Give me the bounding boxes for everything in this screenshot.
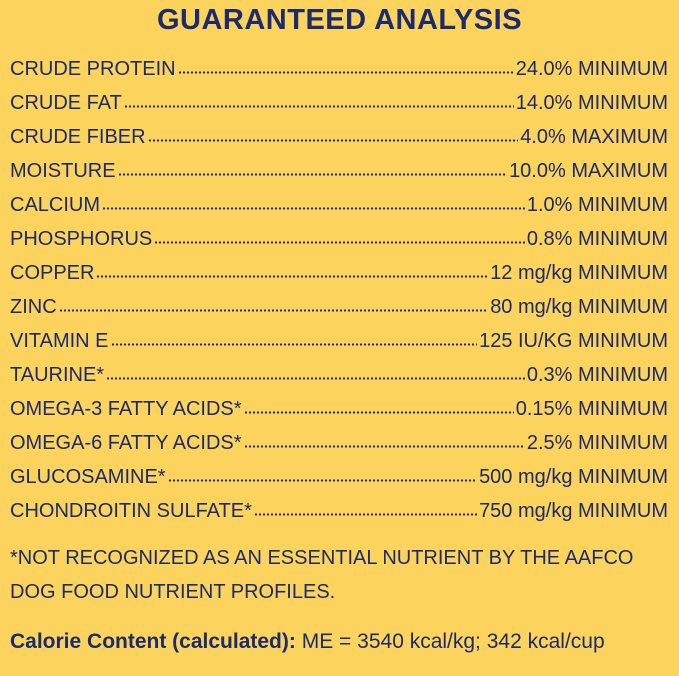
dot-leader	[243, 411, 514, 414]
nutrient-name: TAURINE*	[10, 364, 105, 386]
analysis-row: CALCIUM 1.0% MINIMUM	[10, 194, 668, 228]
nutrient-name: VITAMIN E	[10, 330, 109, 352]
nutrient-name: GLUCOSAMINE*	[10, 466, 166, 488]
nutrient-name: CALCIUM	[10, 194, 101, 216]
analysis-row: GLUCOSAMINE* 500 mg/kg MINIMUM	[10, 466, 668, 500]
nutrient-name: MOISTURE	[10, 160, 116, 182]
nutrient-value: 12 mg/kg MINIMUM	[490, 262, 668, 284]
dot-leader	[96, 275, 489, 278]
analysis-row: OMEGA-3 FATTY ACIDS* 0.15% MINIMUM	[10, 398, 668, 432]
dot-leader	[106, 377, 525, 380]
analysis-row: ZINC 80 mg/kg MINIMUM	[10, 296, 668, 330]
nutrient-name: CRUDE FAT	[10, 92, 122, 114]
dot-leader	[117, 173, 508, 176]
dot-leader	[177, 71, 514, 74]
nutrient-name: ZINC	[10, 296, 57, 318]
nutrient-value: 0.3% MINIMUM	[526, 364, 668, 386]
dot-leader	[147, 139, 519, 142]
nutrient-value: 14.0% MINIMUM	[515, 92, 668, 114]
analysis-row: TAURINE* 0.3% MINIMUM	[10, 364, 668, 398]
nutrient-value: 4.0% MAXIMUM	[520, 126, 668, 148]
nutrient-name: CRUDE PROTEIN	[10, 58, 176, 80]
nutrient-name: PHOSPHORUS	[10, 228, 153, 250]
analysis-row: CRUDE PROTEIN 24.0% MINIMUM	[10, 58, 668, 92]
nutrient-value: 10.0% MAXIMUM	[509, 160, 668, 182]
title: GUARANTEED ANALYSIS	[156, 4, 523, 36]
nutrient-value: 24.0% MINIMUM	[515, 58, 668, 80]
analysis-row: CHONDROITIN SULFATE* 750 mg/kg MINIMUM	[10, 500, 668, 534]
nutrient-name: COPPER	[10, 262, 95, 284]
nutrient-name: CHONDROITIN SULFATE*	[10, 500, 252, 522]
analysis-row: MOISTURE 10.0% MAXIMUM	[10, 160, 668, 194]
dot-leader	[154, 241, 525, 244]
dot-leader	[110, 343, 478, 346]
nutrient-value: 750 mg/kg MINIMUM	[479, 500, 668, 522]
analysis-row: VITAMIN E 125 IU/KG MINIMUM	[10, 330, 668, 364]
nutrient-name: CRUDE FIBER	[10, 126, 146, 148]
analysis-row: PHOSPHORUS 0.8% MINIMUM	[10, 228, 668, 262]
nutrient-value: 125 IU/KG MINIMUM	[479, 330, 668, 352]
calorie-content: Calorie Content (calculated): ME = 3540 …	[10, 630, 670, 654]
nutrient-value: 2.5% MINIMUM	[526, 432, 668, 454]
footnote: *NOT RECOGNIZED AS AN ESSENTIAL NUTRIENT…	[10, 547, 634, 603]
nutrient-value: 0.8% MINIMUM	[526, 228, 668, 250]
nutrient-value: 500 mg/kg MINIMUM	[479, 466, 668, 488]
nutrient-name: OMEGA-3 FATTY ACIDS*	[10, 398, 242, 420]
nutrient-value: 80 mg/kg MINIMUM	[490, 296, 668, 318]
calorie-value: ME = 3540 kcal/kg; 342 kcal/cup	[301, 630, 605, 653]
nutrient-value: 0.15% MINIMUM	[515, 398, 668, 420]
analysis-row: CRUDE FIBER 4.0% MAXIMUM	[10, 126, 668, 160]
dot-leader	[123, 105, 514, 108]
nutrient-value: 1.0% MINIMUM	[526, 194, 668, 216]
dot-leader	[102, 207, 525, 210]
dot-leader	[253, 513, 478, 516]
analysis-row: OMEGA-6 FATTY ACIDS* 2.5% MINIMUM	[10, 432, 668, 466]
dot-leader	[167, 479, 478, 482]
nutrient-name: OMEGA-6 FATTY ACIDS*	[10, 432, 242, 454]
analysis-row: CRUDE FAT 14.0% MINIMUM	[10, 92, 668, 126]
dot-leader	[58, 309, 489, 312]
analysis-row: COPPER 12 mg/kg MINIMUM	[10, 262, 668, 296]
dot-leader	[243, 445, 525, 448]
calorie-label: Calorie Content (calculated):	[10, 630, 296, 653]
analysis-list: CRUDE PROTEIN 24.0% MINIMUM CRUDE FAT 14.0%…	[10, 58, 668, 534]
